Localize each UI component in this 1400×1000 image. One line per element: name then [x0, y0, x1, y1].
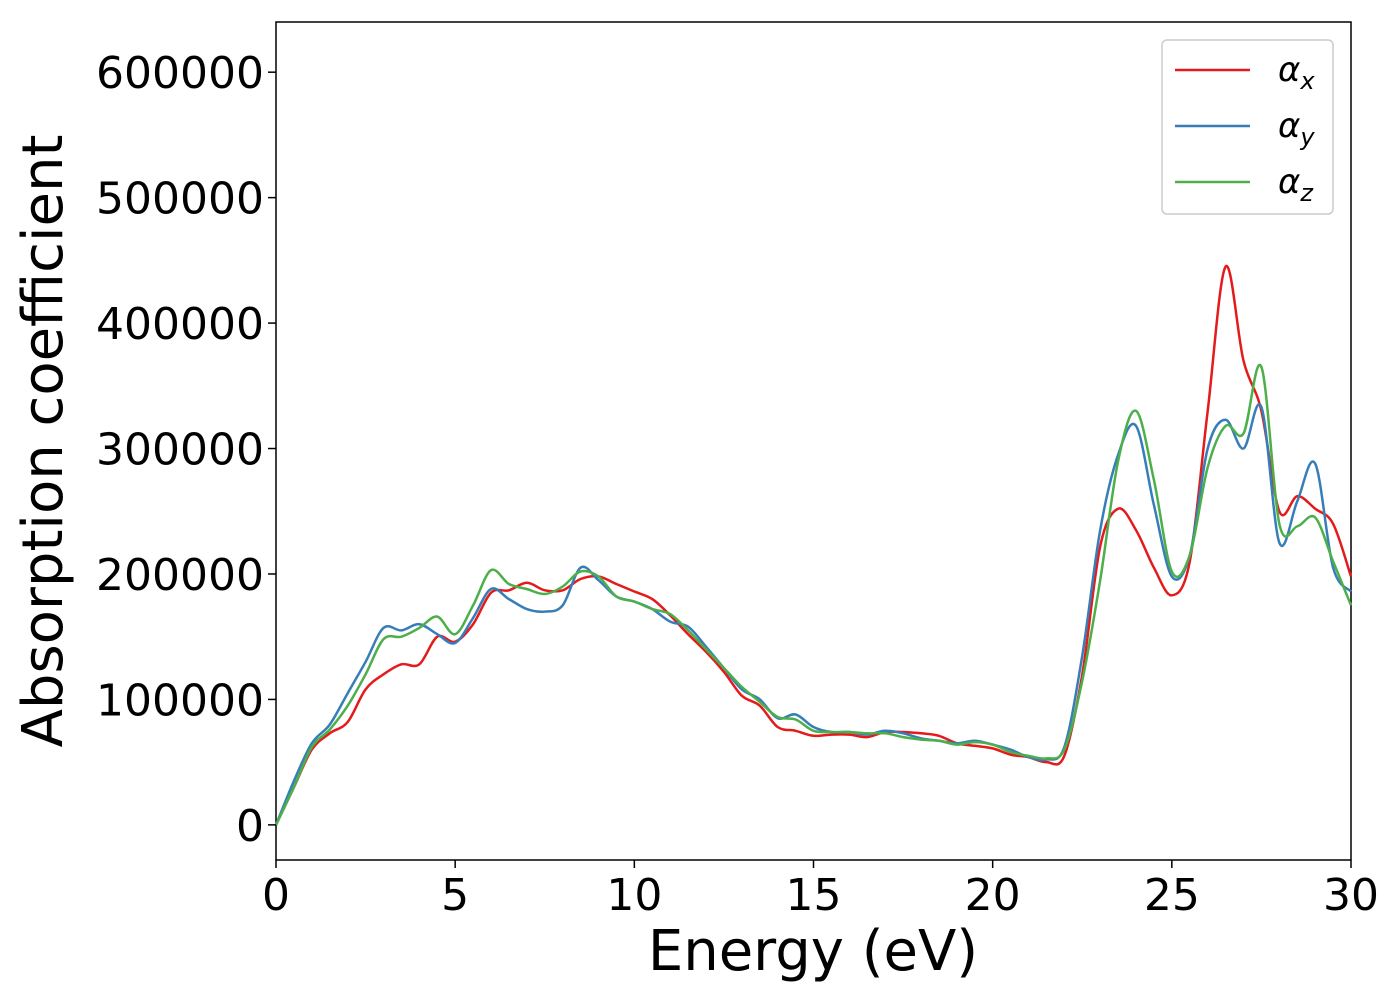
x-tick-label: 10	[606, 870, 662, 921]
legend-subscript-y: y	[1299, 123, 1315, 151]
y-axis-title: Absorption coefficient	[11, 135, 76, 748]
y-tick-label: 100000	[96, 675, 264, 726]
x-tick-label: 30	[1323, 870, 1379, 921]
legend-subscript-x: x	[1299, 67, 1315, 95]
y-tick-label: 300000	[96, 425, 264, 476]
series-line-x	[274, 265, 1353, 826]
series-line-y	[274, 403, 1352, 826]
series-layer	[274, 265, 1353, 826]
x-ticks: 0 5 10 15 20 25 30	[262, 860, 1379, 921]
x-tick-label: 0	[262, 870, 290, 921]
x-tick-label: 20	[965, 870, 1021, 921]
y-tick-label: 400000	[96, 299, 264, 350]
y-tick-label: 600000	[96, 48, 264, 99]
y-tick-label: 200000	[96, 550, 264, 601]
x-tick-label: 15	[786, 870, 842, 921]
x-tick-label: 5	[441, 870, 469, 921]
legend-subscript-z: z	[1299, 179, 1314, 207]
y-tick-label: 0	[236, 801, 264, 852]
x-axis-title: Energy (eV)	[648, 919, 978, 984]
x-tick-label: 25	[1144, 870, 1200, 921]
series-line-z	[274, 363, 1353, 826]
y-tick-label: 500000	[96, 174, 264, 225]
y-ticks: 0 100000 200000 300000 400000 500000 600000	[96, 48, 276, 852]
